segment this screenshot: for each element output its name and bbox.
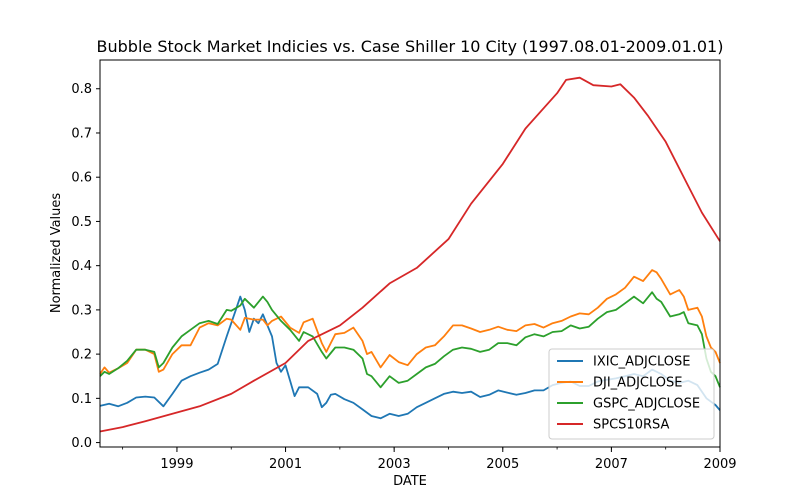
x-tick-label: 2001: [269, 457, 302, 472]
x-axis-label: DATE: [393, 474, 427, 489]
y-tick-label: 0.6: [71, 171, 92, 186]
legend-label: SPCS10RSA: [593, 418, 669, 433]
x-tick-label: 2005: [486, 457, 519, 472]
y-tick-label: 0.7: [71, 126, 92, 141]
x-tick-label: 1999: [160, 457, 193, 472]
legend-label: DJI_ADJCLOSE: [593, 376, 682, 391]
legend: IXIC_ADJCLOSE DJI_ADJCLOSE GSPC_ADJCLOSE SP…: [548, 348, 715, 440]
series-line-spcs10rsa: [99, 76, 721, 433]
axis-ticks: 0.0 0.1 0.2 0.3 0.4 0.5 0.6 0.7 0.8 1999 2001 2003 2…: [71, 82, 736, 472]
series-line-dji_adjclose: [99, 269, 721, 375]
series-line-gspc_adjclose: [99, 291, 721, 389]
y-tick-label: 0.8: [71, 82, 92, 97]
y-tick-label: 0.3: [71, 303, 92, 318]
chart-title: Bubble Stock Market Indicies vs. Case Sh…: [97, 37, 724, 56]
y-tick-label: 0.5: [71, 215, 92, 230]
axes-frame: [99, 59, 721, 448]
y-tick-label: 0.0: [71, 436, 92, 451]
legend-box: [548, 348, 715, 440]
y-tick-label: 0.4: [71, 259, 92, 274]
legend-label: IXIC_ADJCLOSE: [593, 355, 690, 370]
legend-label: GSPC_ADJCLOSE: [593, 397, 700, 412]
x-tick-label: 2007: [595, 457, 628, 472]
y-axis-label: Normalized Values: [49, 193, 64, 314]
y-tick-label: 0.1: [71, 392, 92, 407]
y-tick-label: 0.2: [71, 348, 92, 363]
x-tick-label: 2009: [703, 457, 736, 472]
x-tick-label: 2003: [378, 457, 411, 472]
